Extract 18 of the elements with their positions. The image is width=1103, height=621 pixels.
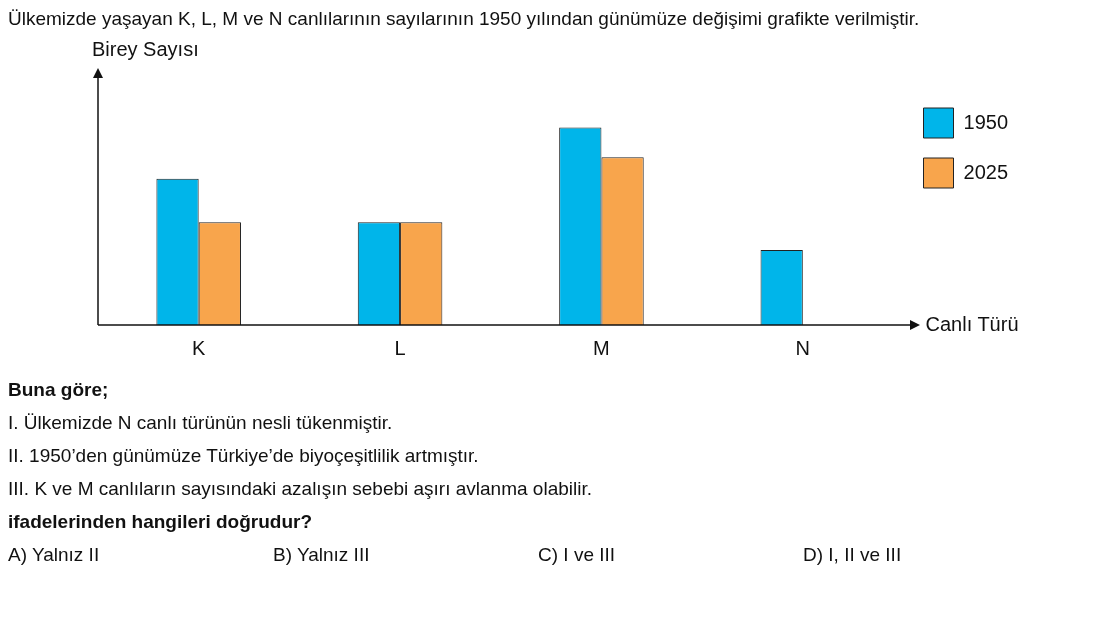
text: Buna göre;	[8, 378, 110, 402]
legend-label: 2025	[963, 160, 1009, 183]
x-tick-label: K	[192, 336, 207, 359]
legend-label: 1950	[963, 110, 1009, 133]
x-tick-label: N	[795, 336, 811, 359]
text: A) Yalnız II	[8, 543, 101, 567]
x-tick-label: L	[394, 336, 406, 359]
text: ifadelerinden hangileri doğrudur?	[8, 510, 314, 534]
y-axis-title: Birey Sayısı	[92, 37, 199, 60]
x-axis-title: Canlı Türü	[925, 312, 1019, 335]
text: III. K ve M canlıların sayısındaki azalışın sebebi aşırı avlanma olabilir.	[8, 477, 593, 501]
text: B) Yalnız III	[273, 543, 371, 567]
text: I. Ülkemizde N canlı türünün nesli tükenmiştir.	[8, 411, 394, 435]
text: II. 1950’den günümüze Türkiye’de biyoçeşitlilik artmıştır.	[8, 444, 480, 468]
text: D) I, II ve III	[803, 543, 903, 567]
text: C) I ve III	[538, 543, 617, 567]
chart-title: Ülkemizde yaşayan K, L, M ve N canlılarının sayılarının 1950 yılından günümüze değişimi grafikte verilmiştir.	[8, 8, 921, 30]
x-tick-label: M	[593, 336, 610, 359]
